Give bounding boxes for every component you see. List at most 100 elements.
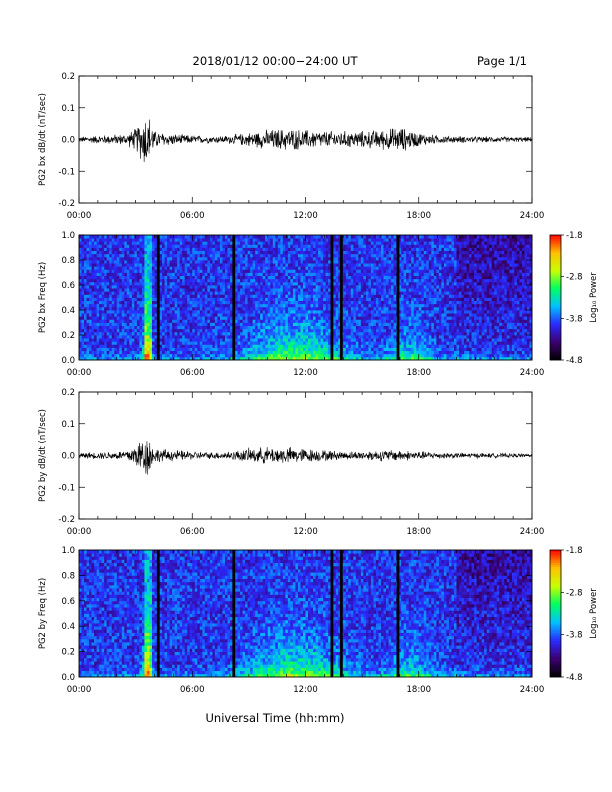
spectrogram-cell [315, 288, 319, 292]
spectrogram-cell [94, 235, 98, 239]
spectrogram-cell [338, 244, 342, 248]
spectrogram-cell [255, 235, 259, 239]
spectrogram-cell [355, 310, 359, 314]
spectrogram-cell [335, 266, 339, 270]
spectrogram-cell [287, 285, 291, 289]
spectrogram-cell [267, 344, 271, 348]
spectrogram-cell [111, 353, 115, 358]
spectrogram-cell [280, 281, 284, 286]
spectrogram-cell [89, 285, 92, 289]
spectrogram-cell [184, 306, 188, 311]
spectrogram-cell [353, 310, 357, 314]
spectrogram-cell [96, 297, 100, 302]
spectrogram-cell [368, 241, 372, 245]
spectrogram-cell [363, 297, 367, 302]
spectrogram-cell [235, 319, 238, 323]
spectrogram-cell [109, 316, 113, 320]
spectrogram-cell [164, 328, 168, 333]
spectrogram-cell [370, 325, 374, 330]
spectrogram-cell [333, 235, 337, 239]
spectrogram-cell [131, 303, 135, 308]
spectrogram-cell [285, 319, 289, 323]
spectrogram-cell [348, 325, 352, 330]
spectrogram-cell [81, 322, 85, 327]
spectrogram-cell [219, 294, 223, 298]
spectrogram-cell [217, 319, 221, 323]
spectrogram-cell [192, 347, 196, 352]
spectrogram-cell [355, 238, 359, 242]
spectrogram-cell [126, 335, 130, 339]
spectrogram-cell [262, 266, 266, 270]
spectrogram-cell [189, 347, 193, 352]
spectrogram-cell [318, 253, 321, 258]
spectrogram-cell [280, 297, 284, 302]
spectrogram-cell [310, 256, 314, 261]
spectrogram-cell [360, 294, 364, 298]
spectrogram-cell [318, 303, 321, 308]
spectrogram-cell [174, 278, 178, 283]
spectrogram-cell [91, 310, 95, 314]
spectrogram-cell [378, 269, 382, 273]
spectrogram-cell [214, 266, 218, 270]
spectrogram-cell [353, 316, 357, 320]
spectrogram-cell [287, 297, 291, 302]
spectrogram-cell [139, 260, 143, 264]
spectrogram-cell [114, 344, 118, 348]
spectrogram-cell [101, 347, 105, 352]
spectrogram-cell [136, 256, 140, 261]
spectrogram-cell [136, 303, 140, 308]
spectrogram-cell [310, 238, 314, 242]
spectrogram-cell [209, 256, 213, 261]
spectrogram-cell [383, 288, 387, 292]
spectrogram-cell [81, 325, 85, 330]
spectrogram-cell [333, 260, 337, 264]
spectrogram-cell [240, 353, 243, 358]
spectrogram-cell [189, 260, 193, 264]
spectrogram-cell [214, 341, 218, 345]
spectrogram-cell [267, 347, 271, 352]
spectrogram-cell [164, 288, 168, 292]
spectrogram-cell [94, 238, 98, 242]
spectrogram-cell [275, 331, 279, 336]
spectrogram-cell [302, 303, 306, 308]
spectrogram-cell [325, 272, 329, 277]
spectrogram-cell [131, 356, 135, 361]
spectrogram-cell [265, 291, 269, 295]
spectrogram-cell [194, 319, 198, 323]
spectrogram-cell [202, 263, 206, 267]
spectrogram-cell [277, 288, 281, 292]
spectrogram-cell [315, 294, 319, 298]
spectrogram-cell [295, 344, 299, 348]
spectrogram-cell [310, 269, 314, 273]
spectrogram-cell [124, 322, 128, 327]
spectrogram-cell [335, 250, 339, 255]
spectrogram-cell [182, 350, 186, 355]
spectrogram-cell [240, 335, 243, 339]
spectrogram-cell [252, 310, 256, 314]
spectrogram-cell [136, 238, 140, 242]
spectrogram-cell [302, 281, 306, 286]
spectrogram-cell [240, 291, 243, 295]
spectrogram-cell [242, 285, 246, 289]
spectrogram-cell [313, 288, 316, 292]
spectrogram-cell [338, 335, 342, 339]
spectrogram-cell [383, 310, 387, 314]
spectrogram-cell [146, 294, 150, 298]
spectrogram-cell [154, 285, 158, 289]
spectrogram-cell [235, 350, 238, 355]
spectrogram-cell [260, 310, 264, 314]
spectrogram-cell [353, 250, 357, 255]
spectrogram-cell [335, 341, 339, 345]
spectrogram-cell [252, 281, 256, 286]
spectrogram-cell [187, 344, 191, 348]
spectrogram-cell [318, 338, 321, 342]
spectrogram-cell [255, 325, 259, 330]
spectrogram-cell [355, 316, 359, 320]
spectrogram-cell [184, 269, 188, 273]
spectrogram-cell [79, 310, 82, 314]
spectrogram-cell [242, 247, 246, 252]
spectrogram-cell [101, 278, 105, 283]
spectrogram-cell [242, 244, 246, 248]
spectrogram-cell [91, 353, 95, 358]
spectrogram-cell [358, 316, 362, 320]
